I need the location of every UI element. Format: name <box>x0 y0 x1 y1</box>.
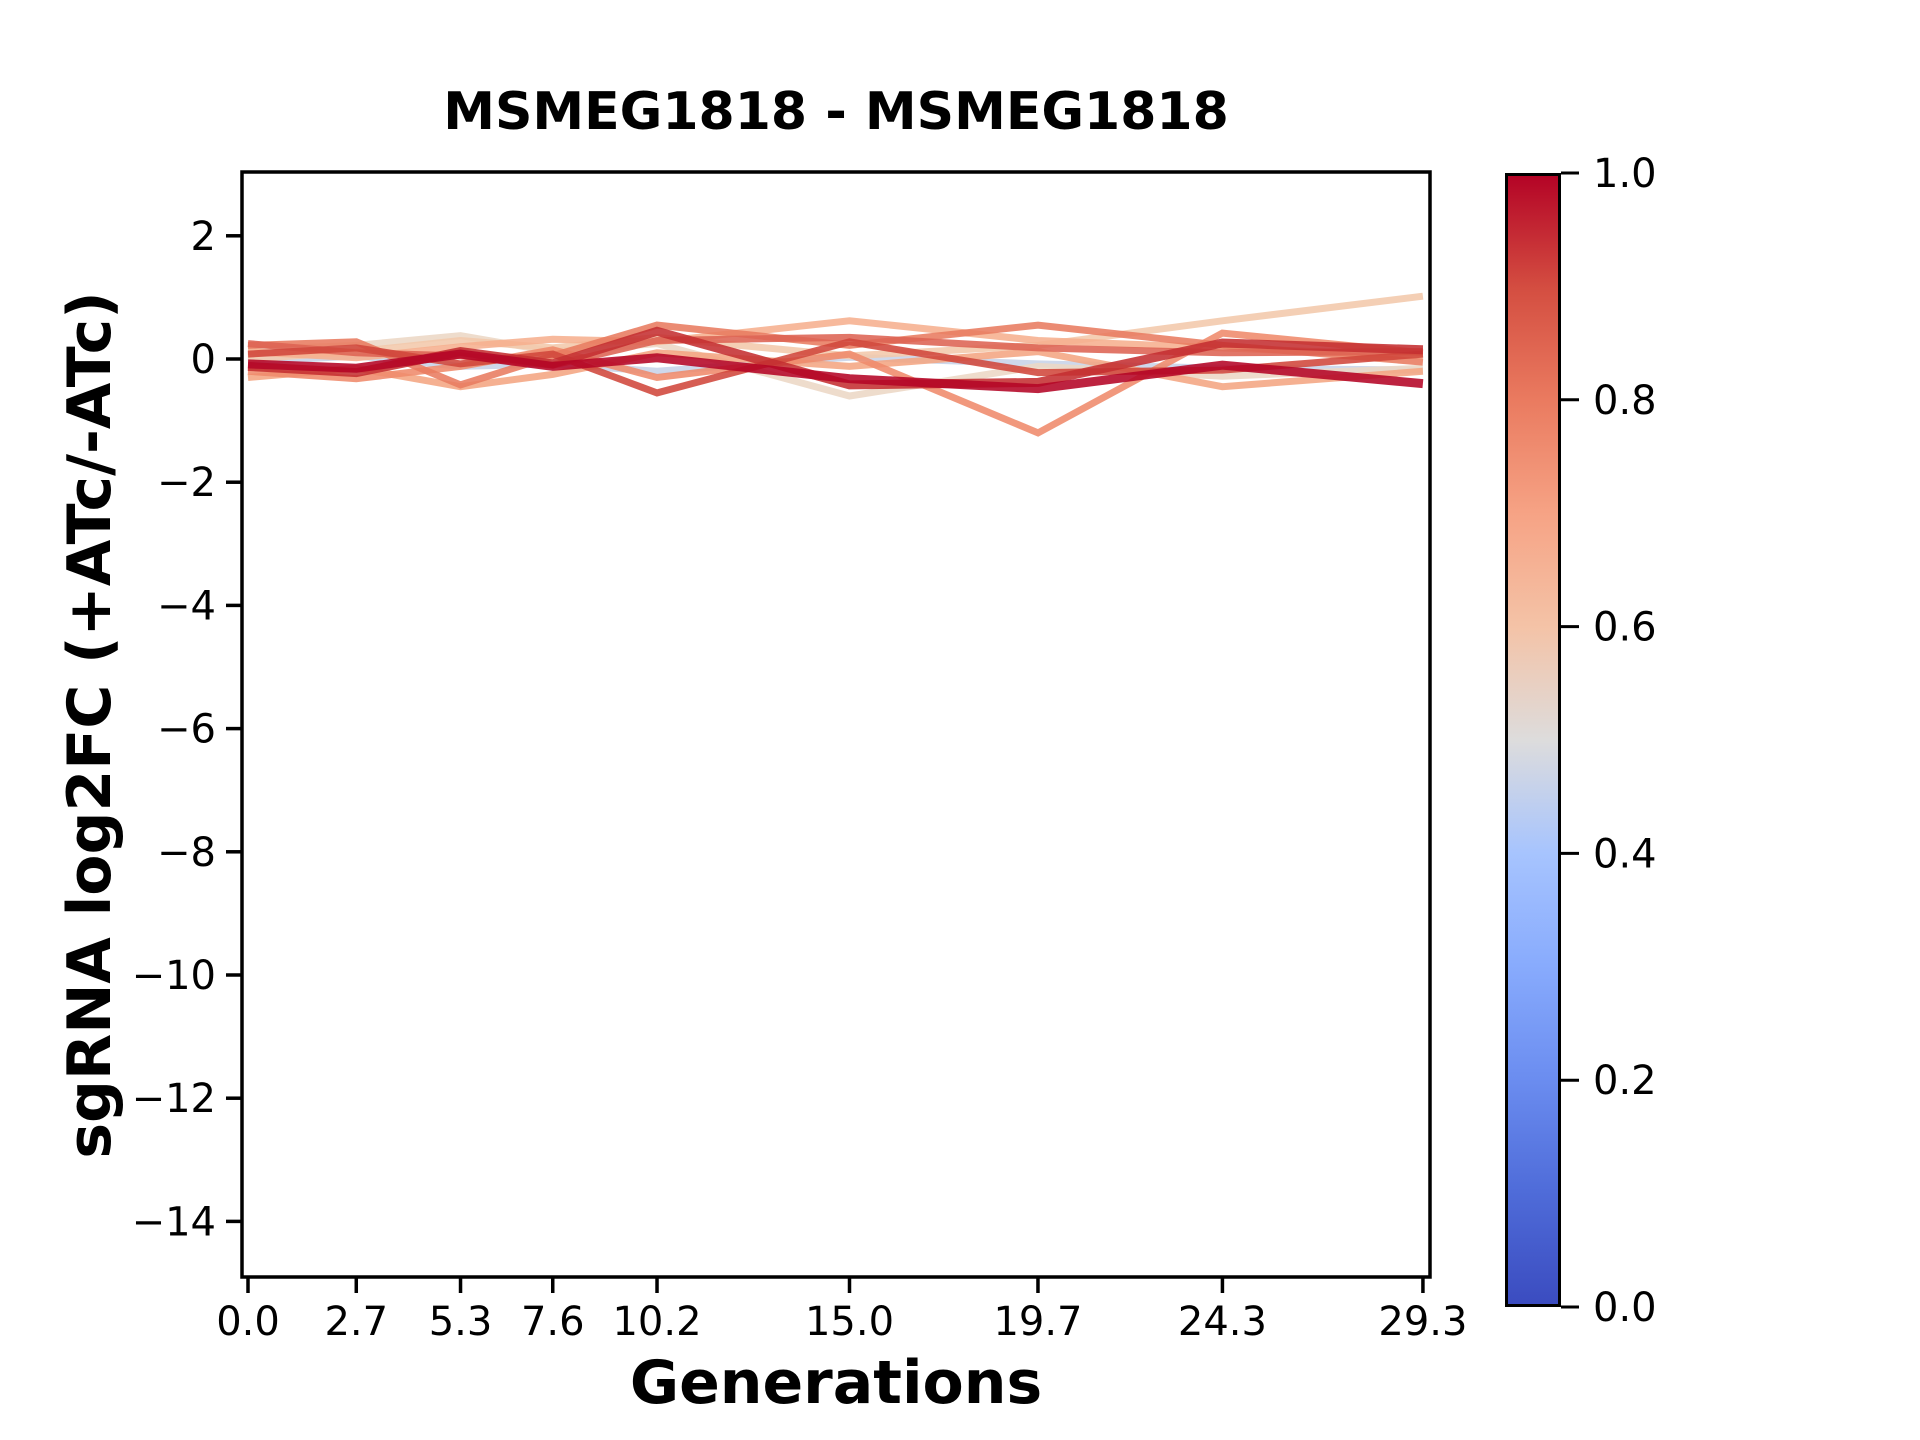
y-tick-label: −2 <box>157 460 216 506</box>
y-tick-label: −10 <box>132 953 216 999</box>
colorbar-tick-label: 0.8 <box>1593 378 1657 424</box>
colorbar-tick-label: 0.0 <box>1593 1285 1657 1331</box>
x-tick-label: 0.0 <box>216 1299 280 1345</box>
chart-title: MSMEG1818 - MSMEG1818 <box>443 82 1229 142</box>
y-tick-label: −12 <box>132 1076 216 1122</box>
x-tick-label: 10.2 <box>612 1299 701 1345</box>
y-tick-label: 0 <box>191 337 216 383</box>
colorbar-tick-label: 0.6 <box>1593 605 1657 651</box>
axes-spines <box>240 170 1432 1279</box>
series-line-11 <box>247 349 1424 394</box>
colorbar-tick-label: 0.4 <box>1593 831 1657 877</box>
x-tick-label: 2.7 <box>324 1299 388 1345</box>
colorbar-tick-label: 0.2 <box>1593 1058 1657 1104</box>
x-tick-label: 5.3 <box>429 1299 493 1345</box>
x-tick-label: 19.7 <box>993 1299 1082 1345</box>
y-tick-label: −6 <box>157 707 216 753</box>
y-tick-label: 2 <box>191 214 216 260</box>
y-tick-label: −8 <box>157 830 216 876</box>
x-tick-label: 29.3 <box>1378 1299 1467 1345</box>
colorbar <box>1505 173 1561 1307</box>
colorbar-tick-label: 1.0 <box>1593 151 1657 197</box>
x-axis-label: Generations <box>629 1348 1043 1418</box>
x-tick-label: 24.3 <box>1178 1299 1267 1345</box>
x-tick-label: 15.0 <box>805 1299 894 1345</box>
x-tick-label: 7.6 <box>521 1299 585 1345</box>
y-tick-label: −14 <box>132 1199 216 1245</box>
y-tick-label: −4 <box>157 583 216 629</box>
series-line-6 <box>247 329 1424 437</box>
